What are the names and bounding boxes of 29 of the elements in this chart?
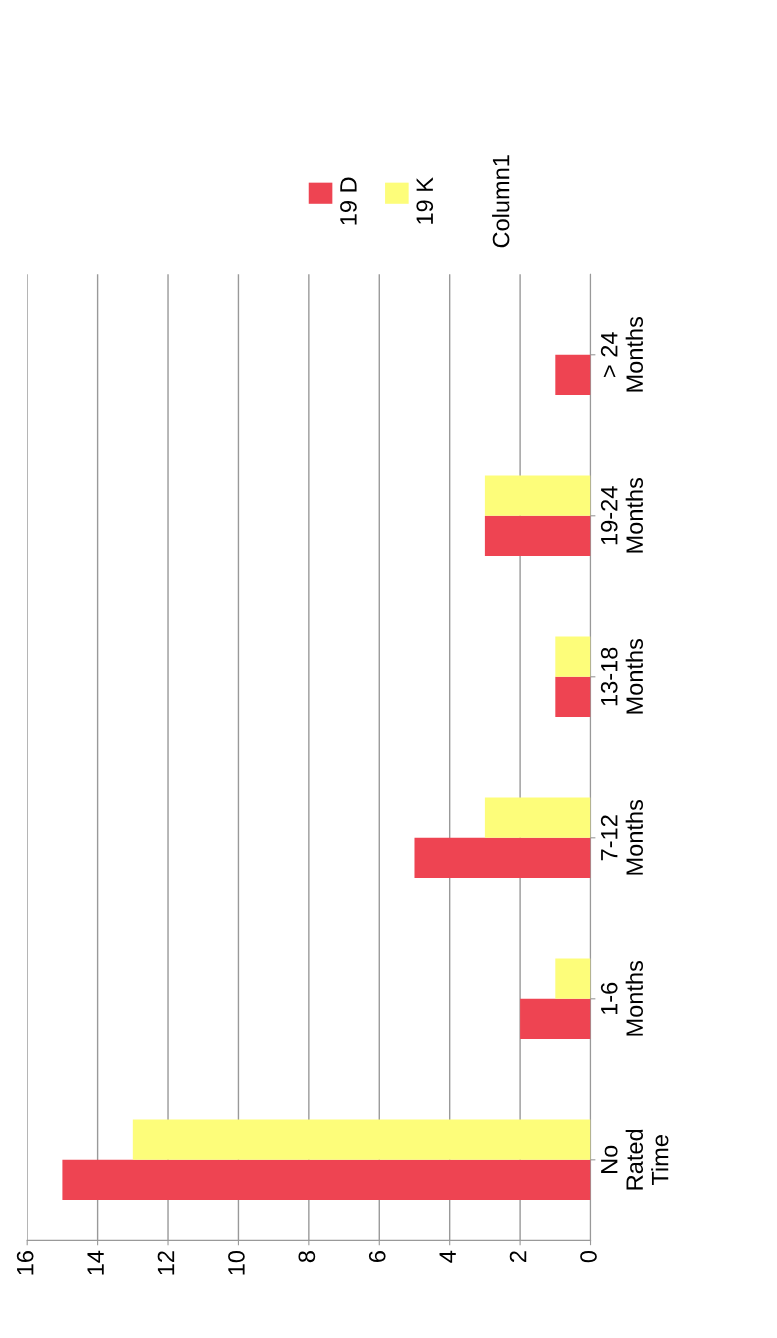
y-tick-label: 7-12 Months <box>600 799 644 875</box>
x-tick-label: 10 <box>228 1250 245 1275</box>
y-tick-label: > 24 Months <box>600 316 644 392</box>
x-tick-label: 2 <box>509 1251 527 1262</box>
bar <box>555 676 591 718</box>
x-tick-label: 14 <box>87 1250 104 1275</box>
bar <box>484 797 591 838</box>
bar <box>62 1159 591 1201</box>
x-tick-label: 12 <box>157 1251 175 1275</box>
bar <box>414 837 591 879</box>
bar <box>484 515 591 557</box>
bar <box>520 998 591 1040</box>
x-tick-label: 8 <box>298 1251 316 1263</box>
bar <box>555 958 591 999</box>
y-tick-label: 19-24 Months <box>600 477 644 553</box>
x-tick-label: 4 <box>439 1250 456 1263</box>
x-tick-label: 0 <box>580 1250 597 1263</box>
legend-label: 19 D <box>340 177 357 225</box>
bar <box>132 1119 591 1160</box>
bar <box>555 354 591 396</box>
x-tick-label: 6 <box>368 1251 386 1262</box>
bar <box>484 475 591 516</box>
y-tick-label: 13-18 Months <box>600 638 644 714</box>
legend-label: 19 K <box>416 177 434 224</box>
y-tick-label: No Rated Time <box>601 1129 669 1190</box>
y-tick-label: 1-6 Months <box>600 960 644 1036</box>
bar <box>555 636 591 677</box>
text: Column1 <box>492 155 510 248</box>
x-tick-label: 16 <box>16 1251 34 1275</box>
